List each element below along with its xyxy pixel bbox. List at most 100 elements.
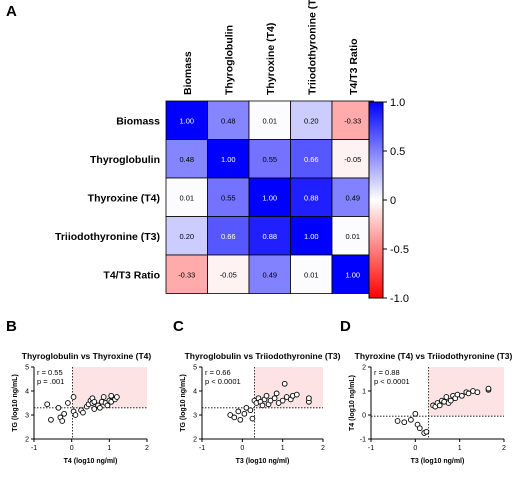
heatmap-cell-value: 0.20 [179, 232, 194, 241]
data-point [279, 397, 286, 404]
heatmap-cell [331, 254, 374, 294]
heatmap-cell-value: 0.88 [304, 193, 319, 202]
heatmap-cell-value: 0.01 [262, 116, 277, 125]
data-point [416, 425, 423, 432]
data-point [275, 400, 282, 406]
x-tick-label: 1 [281, 445, 285, 452]
data-point [412, 410, 419, 417]
colorbar-gradient [368, 101, 384, 299]
data-point [227, 412, 234, 418]
data-point [237, 416, 244, 423]
heatmap-column-label: T4/T3 Ratio [348, 38, 360, 95]
colorbar: 1.0 0.5 0 -0.5 -1.0 [368, 97, 409, 305]
data-point [447, 397, 454, 404]
y-axis-label: T4 (log10 ng/mL) [349, 375, 356, 431]
x-axis-label: T3 (log10 ng/ml) [411, 458, 465, 465]
data-point [100, 394, 107, 400]
heatmap-cell-value: 0.55 [262, 155, 277, 164]
y-tick-label: 5 [193, 365, 197, 372]
heatmap-cell [331, 216, 374, 256]
data-point [65, 400, 71, 406]
scatter-title: Thyroglobulin vs Thyroxine (T4) [22, 351, 152, 361]
x-tick-label: -1 [31, 445, 37, 452]
x-tick-label: 1 [458, 445, 462, 452]
stat-annotation: p = .001 [37, 377, 64, 386]
heatmap-cell-value: 0.01 [345, 232, 360, 241]
data-point [293, 391, 300, 398]
colorbar-tick-label: -0.5 [390, 244, 409, 256]
heatmap-cell [165, 254, 208, 294]
heatmap-cell-value: -0.05 [220, 270, 237, 279]
heatmap-cell [248, 139, 291, 179]
heatmap-cell-value: 0.88 [262, 232, 277, 241]
scatter-panel-b: Thyroglobulin vs Thyroxine (T4) -1 0 1 2 2 3 4 5… [12, 351, 151, 465]
y-tick-label: 4 [193, 389, 197, 396]
data-point [48, 416, 54, 423]
heatmap-cell-value: 0.01 [179, 193, 194, 202]
data-point [44, 401, 51, 408]
stat-annotation: p < 0.0001 [374, 377, 410, 386]
data-point [97, 404, 103, 411]
data-point [61, 410, 67, 417]
colorbar-tick-label: 1.0 [390, 97, 405, 109]
panel-letter-a: A [6, 3, 17, 20]
data-point [104, 402, 111, 409]
heatmap-cell [248, 100, 291, 140]
correlation-heatmap: Biomass Thyroglobulin Thyroxine (T4) Triiod… [55, 0, 374, 294]
heatmap-column-label: Biomass [182, 51, 194, 95]
x-axis-label: T3 (log10 ng/ml) [236, 458, 290, 465]
heatmap-cell-value: 0.66 [304, 155, 319, 164]
data-point [465, 390, 472, 397]
data-point [114, 394, 120, 400]
scatter-panel-c: Thyroglobulin vs Triiodothyronine (T3) -1… [180, 351, 341, 465]
data-point [249, 415, 256, 422]
heatmap-cell [290, 216, 333, 256]
data-point [231, 414, 238, 421]
heatmap-cell-value: -0.05 [344, 155, 361, 164]
heatmap-column-label: Thyroxine (T4) [265, 23, 277, 95]
y-tick-label: 3 [193, 413, 197, 420]
stat-annotation: p < 0.0001 [205, 377, 241, 386]
x-tick-label: 0 [70, 445, 74, 452]
data-point [474, 389, 481, 396]
heatmap-cell [165, 216, 208, 256]
y-tick-label: 0 [362, 413, 366, 420]
data-point [91, 406, 98, 412]
x-tick-label: -1 [199, 445, 205, 452]
data-point [485, 385, 492, 392]
data-point [91, 398, 98, 405]
y-tick-label: 2 [362, 365, 366, 372]
scatter-title: Thyroglobulin vs Triiodothyronine (T3) [185, 351, 341, 361]
heatmap-cell-value: 0.48 [221, 116, 236, 125]
data-point [59, 418, 66, 424]
x-tick-label: -1 [368, 445, 374, 452]
data-point [281, 380, 288, 387]
heatmap-cell [207, 254, 250, 294]
y-tick-label: -1 [360, 437, 366, 444]
y-tick-label: 1 [362, 389, 366, 396]
heatmap-row-label: Biomass [116, 115, 160, 127]
data-point [306, 395, 312, 402]
heatmap-cell [248, 216, 291, 256]
heatmap-row-label: Triiodothyronine (T3) [55, 231, 160, 243]
heatmap-cell-value: 0.49 [345, 193, 360, 202]
data-point [283, 394, 290, 400]
data-point [259, 402, 266, 409]
data-point [394, 418, 401, 424]
heatmap-cell-value: 0.48 [179, 155, 194, 164]
colorbar-tick-label: 0.5 [390, 146, 405, 158]
panel-letter-d: D [340, 318, 351, 335]
data-point [247, 407, 254, 414]
heatmap-row-label: T4/T3 Ratio [103, 269, 160, 281]
heatmap-cell-value: 1.00 [304, 232, 319, 241]
scatter-panel-d: Thyroxine (T4) vs Triiodothyronine (T3) -… [349, 351, 513, 465]
panel-letter-c: C [173, 318, 184, 335]
heatmap-cell [207, 216, 250, 256]
stat-annotation: r = 0.88 [374, 368, 400, 377]
scatter-title: Thyroxine (T4) vs Triiodothyronine (T3) [355, 351, 513, 361]
heatmap-cell-value: 1.00 [179, 116, 194, 125]
data-point [243, 404, 250, 411]
x-tick-label: 0 [413, 445, 417, 452]
y-tick-label: 2 [25, 437, 29, 444]
data-point [55, 404, 62, 411]
